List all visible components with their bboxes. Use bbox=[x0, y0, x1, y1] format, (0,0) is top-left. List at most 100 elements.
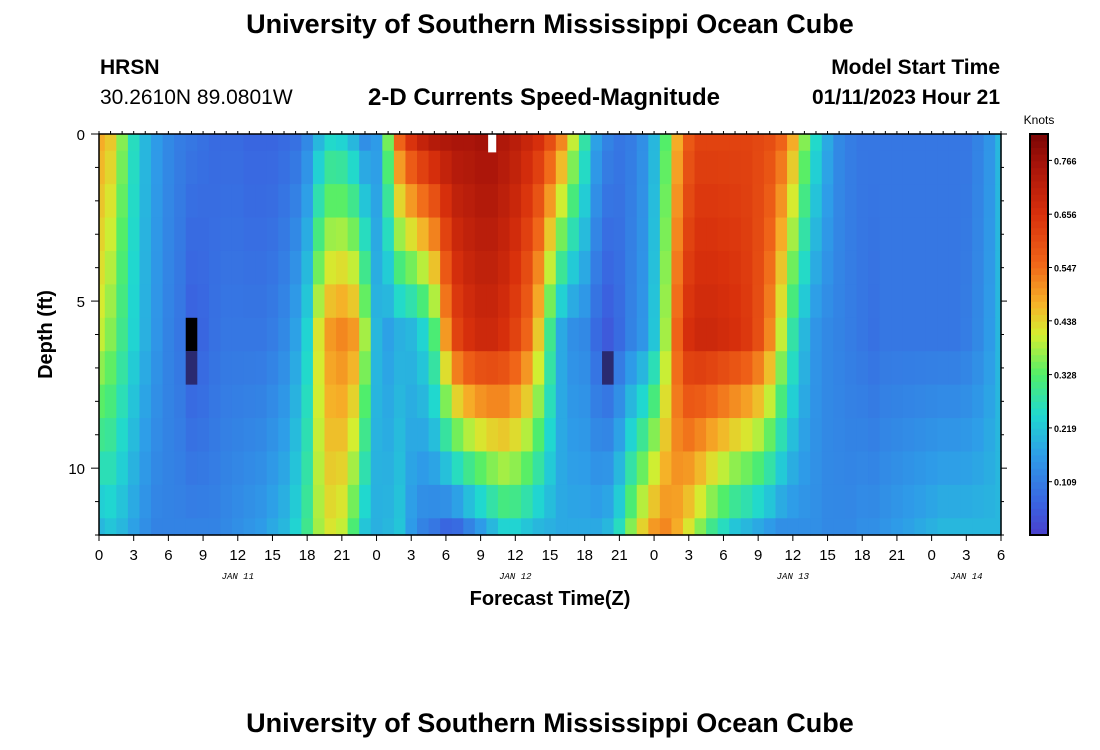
heatmap-cell bbox=[972, 184, 985, 219]
heatmap-cell bbox=[717, 451, 730, 486]
heatmap-cell bbox=[162, 150, 175, 185]
heatmap-cell bbox=[347, 418, 360, 453]
heatmap-cell bbox=[231, 184, 245, 219]
heatmap-cell bbox=[278, 451, 291, 486]
heatmap-cell bbox=[370, 484, 383, 519]
heatmap-cell bbox=[243, 484, 256, 519]
heatmap-cell bbox=[694, 217, 707, 252]
heatmap-cell bbox=[440, 284, 453, 319]
heatmap-cell bbox=[983, 184, 996, 219]
heatmap-cell bbox=[717, 418, 730, 453]
heatmap-cell bbox=[844, 250, 858, 285]
heatmap-cell bbox=[382, 284, 395, 319]
heatmap-cell bbox=[382, 518, 395, 536]
heatmap-cell bbox=[278, 484, 291, 519]
heatmap-cell bbox=[359, 484, 372, 519]
heatmap-cell bbox=[636, 484, 649, 519]
heatmap-cell bbox=[671, 134, 684, 152]
heatmap-cell bbox=[312, 317, 326, 352]
heatmap-cell bbox=[151, 351, 164, 386]
heatmap-cell bbox=[960, 184, 973, 219]
heatmap-cell bbox=[463, 150, 476, 185]
heatmap-cell bbox=[752, 351, 765, 386]
heatmap-cell bbox=[671, 518, 684, 536]
heatmap-cell bbox=[798, 418, 811, 453]
colorbar: 0.109 0.219 0.328 0.438 0.547 0.656 0.766 bbox=[1029, 133, 1077, 536]
heatmap-cell bbox=[682, 484, 696, 519]
heatmap-cell bbox=[972, 384, 985, 419]
heatmap-cell bbox=[463, 384, 476, 419]
heatmap-cell bbox=[590, 250, 603, 285]
heatmap-cell bbox=[428, 184, 441, 219]
heatmap-cell bbox=[960, 250, 973, 285]
heatmap-cell bbox=[625, 451, 638, 486]
heatmap-cell bbox=[752, 317, 765, 352]
heatmap-cell bbox=[289, 418, 302, 453]
heatmap-cell bbox=[879, 484, 892, 519]
heatmap-cell bbox=[775, 451, 788, 486]
heatmap-cell bbox=[278, 217, 291, 252]
heatmap-cell bbox=[544, 284, 557, 319]
heatmap-cell bbox=[567, 484, 580, 519]
heatmap-cell bbox=[532, 150, 545, 185]
heatmap-cell bbox=[521, 451, 534, 486]
heatmap-cell bbox=[417, 518, 430, 536]
x-tick-label: 15 bbox=[542, 547, 559, 564]
heatmap-cell bbox=[474, 518, 487, 536]
heatmap-cell bbox=[509, 134, 522, 152]
heatmap-cell bbox=[417, 134, 430, 152]
heatmap-cell bbox=[740, 351, 753, 386]
heatmap-cell bbox=[266, 518, 279, 536]
colorbar-label: Knots bbox=[1024, 113, 1055, 127]
heatmap-cell bbox=[393, 451, 407, 486]
heatmap-cell bbox=[278, 418, 291, 453]
heatmap-cell bbox=[833, 184, 846, 219]
heatmap-cell bbox=[127, 451, 141, 486]
heatmap-cell bbox=[486, 250, 499, 285]
heatmap-cell bbox=[301, 484, 314, 519]
heatmap-cell bbox=[717, 351, 730, 386]
heatmap-cell bbox=[948, 518, 962, 536]
heatmap-cell bbox=[567, 150, 580, 185]
colorbar-segment bbox=[1030, 234, 1048, 242]
heatmap-cell bbox=[578, 184, 592, 219]
heatmap-cell bbox=[972, 250, 985, 285]
heatmap-cell bbox=[347, 134, 360, 152]
heatmap-cell bbox=[347, 451, 360, 486]
heatmap-cell bbox=[266, 484, 279, 519]
heatmap-cell bbox=[185, 184, 198, 219]
heatmap-cell bbox=[428, 484, 441, 519]
heatmap-cell bbox=[451, 284, 464, 319]
colorbar-segment bbox=[1030, 481, 1048, 489]
heatmap-cell bbox=[521, 134, 534, 152]
heatmap-cell bbox=[497, 351, 511, 386]
heatmap-cell bbox=[312, 518, 326, 536]
heatmap-cell bbox=[983, 418, 996, 453]
heatmap-cell bbox=[220, 284, 233, 319]
heatmap-cell bbox=[324, 134, 337, 152]
heatmap-cell bbox=[359, 184, 372, 219]
heatmap-cell bbox=[810, 518, 823, 536]
heatmap-cell bbox=[902, 250, 915, 285]
heatmap-cell bbox=[243, 150, 256, 185]
page-title-repeat: University of Southern Mississippi Ocean… bbox=[246, 708, 854, 738]
heatmap-cell bbox=[787, 451, 800, 486]
heatmap-cell bbox=[787, 217, 800, 252]
heatmap-cell bbox=[185, 484, 198, 519]
x-tick-label: 3 bbox=[130, 547, 138, 564]
heatmap-cell bbox=[174, 134, 187, 152]
heatmap-cell bbox=[902, 451, 915, 486]
colorbar-segment bbox=[1030, 194, 1048, 202]
heatmap-cell bbox=[844, 484, 858, 519]
heatmap-minimum-cell bbox=[185, 317, 198, 352]
heatmap-cell bbox=[521, 184, 534, 219]
heatmap-cell bbox=[729, 484, 742, 519]
heatmap-cell bbox=[879, 451, 892, 486]
heatmap-cell bbox=[671, 351, 684, 386]
heatmap-cell bbox=[787, 317, 800, 352]
heatmap-cell bbox=[775, 351, 788, 386]
heatmap-cell bbox=[856, 284, 869, 319]
heatmap-cell bbox=[255, 284, 268, 319]
heatmap-cell bbox=[868, 134, 881, 152]
heatmap-cell bbox=[509, 217, 522, 252]
